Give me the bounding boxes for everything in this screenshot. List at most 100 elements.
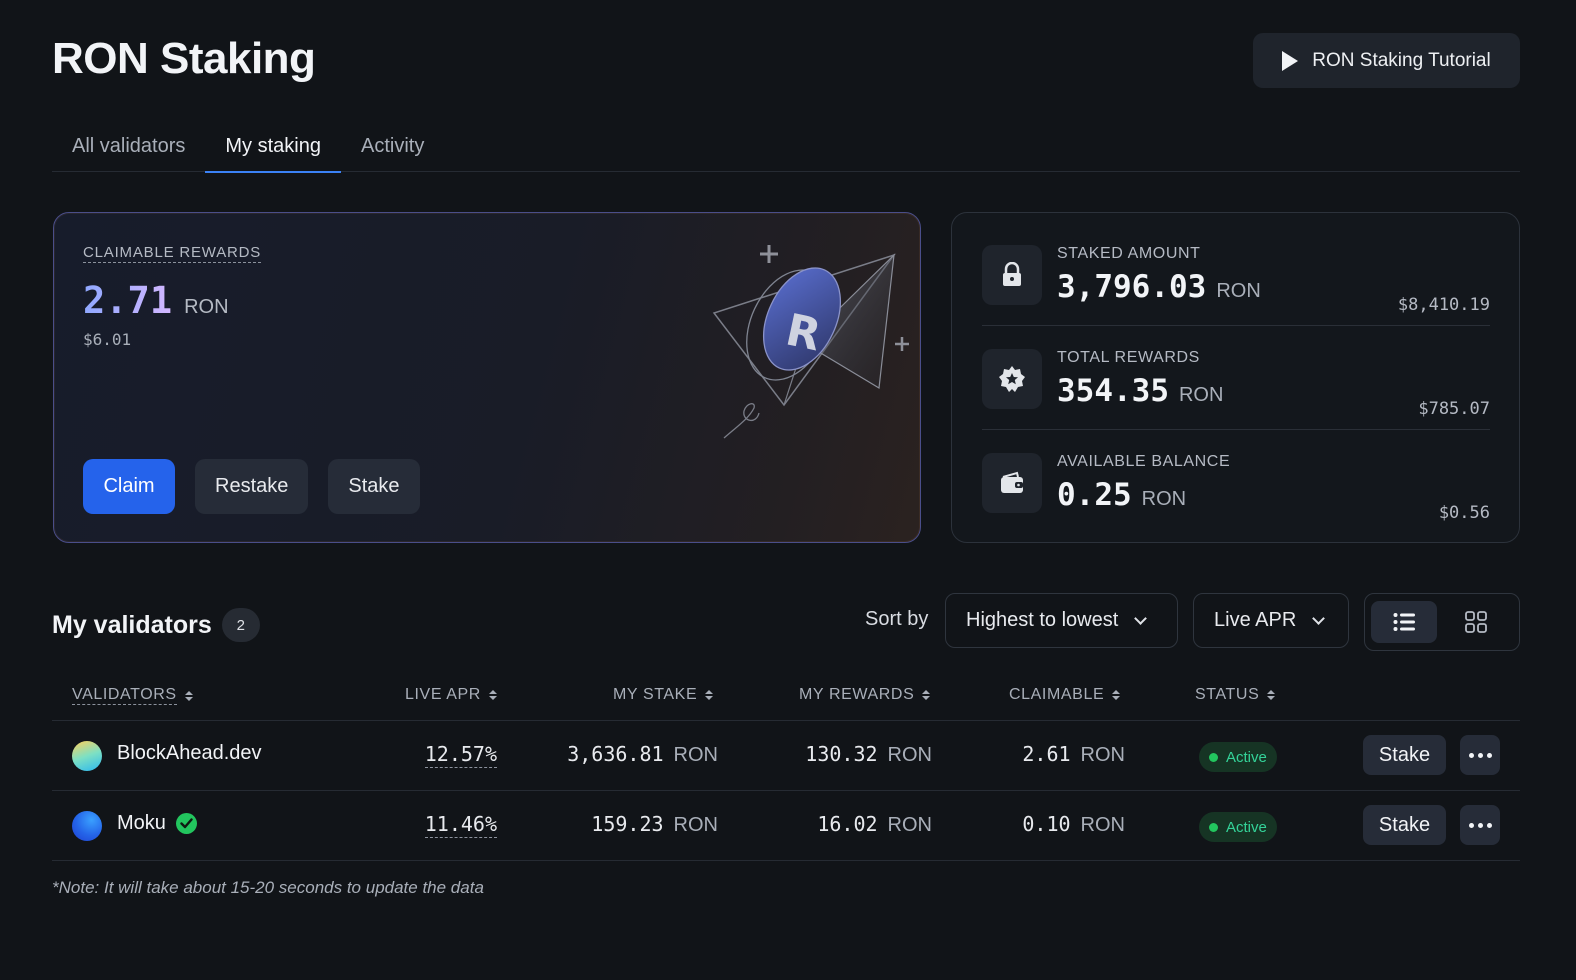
apr-number: 11.46 xyxy=(424,812,485,836)
staking-stats-card: STAKED AMOUNT 3,796.03 RON $8,410.19 TOT… xyxy=(951,212,1520,543)
play-icon xyxy=(1282,50,1299,71)
tab-my-staking[interactable]: My staking xyxy=(205,120,341,173)
staked-amount-unit: RON xyxy=(1216,280,1261,302)
claim-button[interactable]: Claim xyxy=(83,459,175,514)
claimable-cell: 2.61 RON xyxy=(952,742,1125,767)
table-row[interactable]: Moku 11.46% 159.23 RON 16.02 RON 0.10 RO… xyxy=(52,791,1520,861)
restake-button[interactable]: Restake xyxy=(195,459,309,514)
available-balance-value: 0.25 RON xyxy=(1057,477,1186,513)
column-my-rewards[interactable]: MY REWARDS xyxy=(799,686,931,704)
row-stake-button[interactable]: Stake xyxy=(1363,735,1446,775)
more-options-button[interactable] xyxy=(1460,735,1500,775)
my-stake-cell: 159.23 RON xyxy=(532,812,718,837)
claimable-cell: 0.10 RON xyxy=(952,812,1125,837)
validator-count-badge: 2 xyxy=(221,608,260,642)
view-toggle xyxy=(1364,593,1520,651)
ron-coin-illustration: R xyxy=(712,245,909,439)
status-text: Active xyxy=(1226,818,1267,836)
available-balance-usd: $0.56 xyxy=(1438,503,1490,523)
validator-name-text: Moku xyxy=(117,812,166,834)
claimable-value: 2.61 xyxy=(1022,742,1071,766)
my-rewards-cell: 130.32 RON xyxy=(752,742,932,767)
grid-view-button[interactable] xyxy=(1443,601,1509,643)
claimable-unit: RON xyxy=(1080,814,1125,836)
claimable-rewards-value: 2.71 RON xyxy=(83,279,229,322)
my-rewards-unit: RON xyxy=(887,744,932,766)
status-text: Active xyxy=(1226,748,1267,766)
tutorial-button[interactable]: RON Staking Tutorial xyxy=(1253,33,1520,88)
total-rewards-label: TOTAL REWARDS xyxy=(1057,349,1200,366)
validator-name-text: BlockAhead.dev xyxy=(117,742,262,764)
claimable-rewards-card: CLAIMABLE REWARDS 2.71 RON $6.01 R Claim… xyxy=(53,212,921,543)
list-view-button[interactable] xyxy=(1371,601,1437,643)
staked-amount-number: 3,796.03 xyxy=(1057,269,1207,305)
claimable-unit: RON xyxy=(184,296,229,318)
star-badge-icon xyxy=(982,349,1042,409)
column-my-stake[interactable]: MY STAKE xyxy=(613,686,714,704)
stake-button[interactable]: Stake xyxy=(328,459,420,514)
column-validators[interactable]: VALIDATORS xyxy=(72,686,193,705)
total-rewards-number: 354.35 xyxy=(1057,373,1169,409)
status-badge: Active xyxy=(1199,742,1277,772)
row-stake-button[interactable]: Stake xyxy=(1363,805,1446,845)
available-balance-label: AVAILABLE BALANCE xyxy=(1057,453,1231,470)
verified-check-icon xyxy=(175,813,197,834)
sort-field-dropdown[interactable]: Live APR xyxy=(1193,593,1349,648)
sort-order-dropdown[interactable]: Highest to lowest xyxy=(945,593,1178,648)
column-my-stake-label: MY STAKE xyxy=(613,686,698,703)
my-stake-unit: RON xyxy=(673,744,718,766)
staked-amount-usd: $8,410.19 xyxy=(1397,295,1490,315)
my-stake-cell: 3,636.81 RON xyxy=(532,742,718,767)
my-stake-value: 159.23 xyxy=(591,812,664,836)
list-icon xyxy=(1393,613,1415,631)
lock-icon xyxy=(982,245,1042,305)
sort-caret-icon xyxy=(1267,690,1276,700)
column-claimable[interactable]: CLAIMABLE xyxy=(1009,686,1121,704)
tab-activity[interactable]: Activity xyxy=(360,134,425,157)
sort-order-value: Highest to lowest xyxy=(966,609,1119,631)
status-badge: Active xyxy=(1199,812,1277,842)
more-dots-icon xyxy=(1468,822,1492,828)
total-rewards-usd: $785.07 xyxy=(1418,399,1490,419)
column-claimable-label: CLAIMABLE xyxy=(1009,686,1105,703)
reward-actions: Claim Restake Stake xyxy=(83,459,420,514)
update-note: *Note: It will take about 15-20 seconds … xyxy=(52,878,484,897)
column-status-label: STATUS xyxy=(1195,686,1260,703)
more-dots-icon xyxy=(1468,752,1492,758)
column-live-apr-label: LIVE APR xyxy=(405,686,481,703)
staked-amount-label: STAKED AMOUNT xyxy=(1057,245,1201,262)
claimable-unit: RON xyxy=(1080,744,1125,766)
live-apr-cell[interactable]: 11.46% xyxy=(382,812,497,838)
available-balance-unit: RON xyxy=(1141,488,1187,510)
my-validators-heading: My validators xyxy=(52,610,212,639)
chevron-down-icon xyxy=(1134,611,1148,625)
my-stake-unit: RON xyxy=(673,814,718,836)
my-stake-value: 3,636.81 xyxy=(567,742,664,766)
validator-avatar xyxy=(72,811,102,841)
tab-all-validators[interactable]: All validators xyxy=(72,134,186,157)
total-rewards-unit: RON xyxy=(1178,384,1224,406)
validators-table-header: VALIDATORS LIVE APR MY STAKE MY REWARDS … xyxy=(52,672,1520,721)
more-options-button[interactable] xyxy=(1460,805,1500,845)
status-dot-icon xyxy=(1209,752,1218,762)
my-rewards-value: 16.02 xyxy=(817,812,878,836)
chevron-down-icon xyxy=(1312,611,1326,625)
available-balance-row: AVAILABLE BALANCE 0.25 RON $0.56 xyxy=(982,431,1490,534)
sort-caret-icon xyxy=(1112,690,1121,700)
column-live-apr[interactable]: LIVE APR xyxy=(405,686,497,704)
column-validators-label: VALIDATORS xyxy=(72,686,177,705)
total-rewards-row: TOTAL REWARDS 354.35 RON $785.07 xyxy=(982,327,1490,430)
page-title: RON Staking xyxy=(52,34,316,83)
live-apr-value: 12.57% xyxy=(424,742,497,768)
table-row[interactable]: BlockAhead.dev 12.57% 3,636.81 RON 130.3… xyxy=(52,721,1520,791)
apr-unit: % xyxy=(484,742,497,766)
tutorial-button-label: RON Staking Tutorial xyxy=(1312,49,1491,71)
sort-by-label: Sort by xyxy=(865,608,929,630)
tab-bar: All validators My staking Activity xyxy=(52,120,1520,173)
apr-number: 12.57 xyxy=(424,742,485,766)
my-rewards-value: 130.32 xyxy=(805,742,878,766)
my-rewards-unit: RON xyxy=(887,814,932,836)
column-status[interactable]: STATUS xyxy=(1195,686,1276,704)
live-apr-cell[interactable]: 12.57% xyxy=(382,742,497,768)
validator-name: BlockAhead.dev xyxy=(117,742,262,765)
